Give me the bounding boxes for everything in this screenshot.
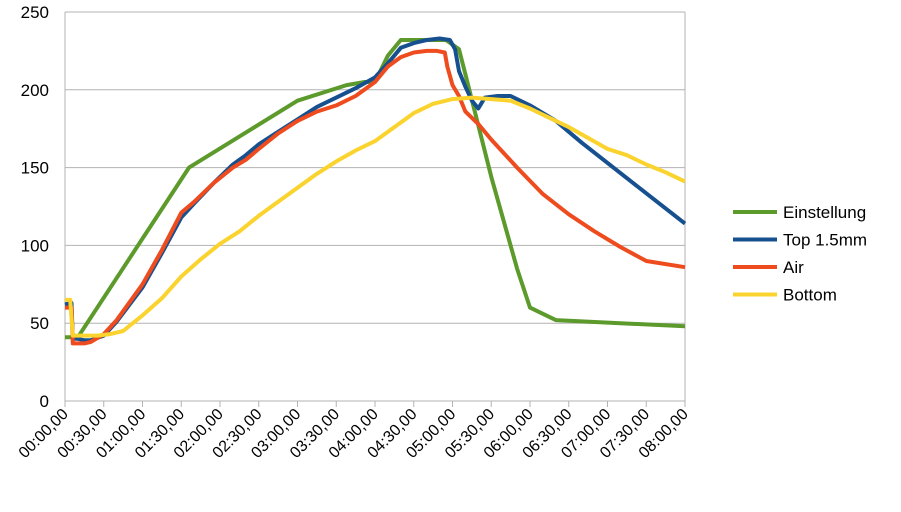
y-tick-label: 100 (21, 236, 49, 255)
x-axis-tick-labels: 00:00,0000:30,0001:00,0001:30,0002:00,00… (16, 401, 692, 462)
series-line-bottom (65, 95, 686, 338)
legend-item: Bottom (733, 286, 837, 305)
legend-label: Einstellung (783, 203, 866, 222)
series-line-einstellung (65, 38, 686, 340)
y-tick-label: 150 (21, 159, 49, 178)
y-tick-label: 200 (21, 81, 49, 100)
y-tick-label: 250 (21, 3, 49, 22)
series-lines (64, 36, 687, 346)
legend: Einstellung Top 1.5mm Air Bottom (733, 203, 867, 305)
legend-label: Top 1.5mm (783, 231, 867, 250)
legend-label: Bottom (783, 286, 837, 305)
legend-label: Air (783, 258, 804, 277)
legend-item: Air (733, 258, 804, 277)
y-axis-tick-labels: 0 50 100 150 200 250 (21, 3, 49, 411)
y-tick-label: 0 (40, 392, 49, 411)
legend-item: Einstellung (733, 203, 866, 222)
y-tick-label: 50 (30, 314, 49, 333)
legend-item: Top 1.5mm (733, 231, 867, 250)
grid-lines (64, 11, 686, 402)
